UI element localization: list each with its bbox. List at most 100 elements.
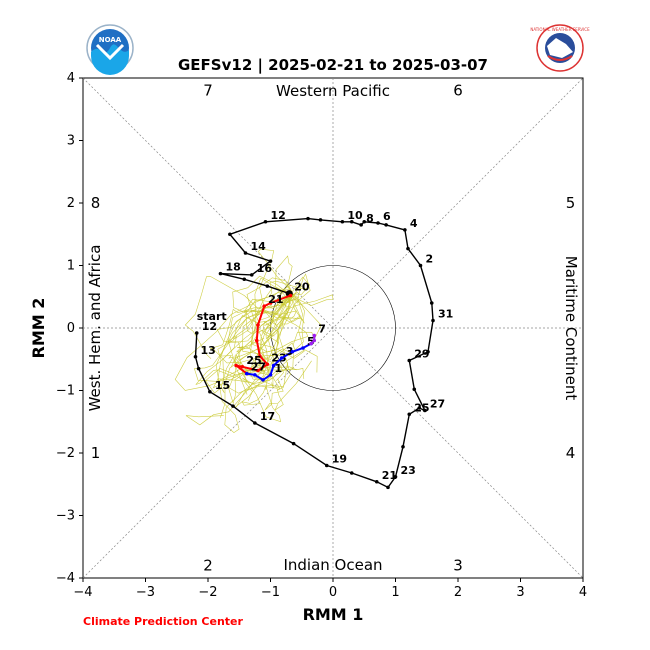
observed-point xyxy=(318,218,323,222)
observed-point xyxy=(253,421,257,425)
forecast-point xyxy=(253,373,257,377)
forecast-point xyxy=(290,349,295,354)
region-bottom-label: Indian Ocean xyxy=(283,556,382,574)
observed-day-label: 27 xyxy=(430,398,445,411)
observed-point xyxy=(376,221,380,225)
y-tick-label: 3 xyxy=(67,134,75,149)
observed-day-label: 29 xyxy=(414,348,429,361)
ensemble-member-line xyxy=(232,275,309,353)
observed-point xyxy=(208,389,212,394)
x-tick-label: −3 xyxy=(136,585,155,600)
y-tick-label: −3 xyxy=(56,509,75,524)
observed-day-label: 12 xyxy=(202,320,217,333)
ensemble-member-line xyxy=(216,280,307,351)
observed-point xyxy=(412,387,417,392)
ensemble-member-line xyxy=(238,278,291,423)
observed-day-label: 4 xyxy=(410,217,418,230)
forecast-point xyxy=(261,378,265,382)
observed-point xyxy=(426,349,430,354)
ensemble-member-line xyxy=(174,288,300,391)
observed-day-label: 10 xyxy=(347,209,363,222)
forecast-point xyxy=(262,304,267,308)
forecast-point xyxy=(268,373,273,377)
observed-point xyxy=(193,354,198,359)
observed-point xyxy=(243,251,248,255)
forecast-point xyxy=(301,346,305,350)
observed-day-label: 18 xyxy=(226,261,241,274)
forecast-day-label: 23 xyxy=(271,351,286,364)
x-tick-label: 0 xyxy=(329,585,337,600)
forecast-day-label: 7 xyxy=(318,323,326,336)
forecast-point xyxy=(240,364,245,369)
start-label: start xyxy=(197,310,227,323)
x-tick-label: 1 xyxy=(391,585,399,600)
nws-logo: NATIONAL WEATHER SERVICE xyxy=(530,24,590,72)
observed-point xyxy=(306,216,310,221)
forecast-point xyxy=(256,323,260,327)
phase-label: 1 xyxy=(91,444,101,462)
observed-point xyxy=(228,232,232,237)
observed-point xyxy=(374,479,379,484)
y-tick-label: 4 xyxy=(67,71,75,86)
observed-point xyxy=(263,219,268,224)
x-tick-label: 3 xyxy=(516,585,524,600)
ensemble-member-line xyxy=(217,295,291,393)
phase-label: 8 xyxy=(91,194,101,212)
observed-point xyxy=(431,318,435,323)
nws-logo-text: NATIONAL WEATHER SERVICE xyxy=(530,27,590,32)
ensemble-member-line xyxy=(195,276,310,385)
observed-point xyxy=(249,273,254,277)
forecast-day-label: 1 xyxy=(275,362,283,375)
region-right-label: Maritime Continent xyxy=(562,256,580,401)
x-tick-label: −1 xyxy=(261,585,280,600)
observed-day-label: 2 xyxy=(426,253,434,266)
x-tick-label: 2 xyxy=(454,585,462,600)
forecast-point xyxy=(234,363,238,368)
ensemble-member-line xyxy=(262,295,312,411)
observed-point xyxy=(418,263,423,268)
observed-point xyxy=(401,444,405,449)
observed-day-label: 23 xyxy=(401,464,416,477)
phase-label: 5 xyxy=(566,194,576,212)
observed-point xyxy=(268,259,273,263)
observed-day-label: 25 xyxy=(414,401,429,414)
observed-point xyxy=(291,441,296,446)
forecast-point xyxy=(312,338,317,343)
observed-point xyxy=(265,284,270,288)
observed-point xyxy=(242,277,247,282)
phase-label: 2 xyxy=(203,557,213,575)
forecast-day-label: 3 xyxy=(286,345,294,358)
ensemble-member-line xyxy=(227,295,291,368)
observed-day-label: 12 xyxy=(271,209,286,222)
forecast-point xyxy=(268,301,273,305)
x-tick-label: 4 xyxy=(579,585,587,600)
noaa-logo: NOAA xyxy=(86,24,134,75)
observed-point xyxy=(340,219,345,224)
footer-credit: Climate Prediction Center xyxy=(83,615,243,628)
y-tick-label: −1 xyxy=(56,384,75,399)
forecast-day-label: 21 xyxy=(268,293,283,306)
observed-day-label: 31 xyxy=(438,308,453,321)
noaa-logo-text: NOAA xyxy=(99,36,122,44)
observed-point xyxy=(349,219,354,224)
ensemble-member-line xyxy=(185,273,311,426)
y-tick-label: −4 xyxy=(56,571,75,586)
forecast-point xyxy=(244,371,249,376)
observed-point xyxy=(406,246,410,251)
forecast-day-label: 5 xyxy=(307,335,315,348)
ensemble-member-line xyxy=(245,295,305,373)
observed-point xyxy=(349,471,354,475)
forecast-point xyxy=(312,333,317,338)
observed-day-label: 17 xyxy=(260,410,275,423)
unit-circle xyxy=(270,265,396,391)
observed-day-label: 8 xyxy=(366,212,374,225)
forecast-day-label: 27 xyxy=(251,361,266,374)
observed-day-label: 16 xyxy=(257,262,273,275)
phase-label: 7 xyxy=(203,82,213,100)
phase-label: 6 xyxy=(453,82,463,100)
observed-day-label: 13 xyxy=(201,344,216,357)
ensemble-member-line xyxy=(210,295,291,366)
observed-point xyxy=(423,408,427,413)
